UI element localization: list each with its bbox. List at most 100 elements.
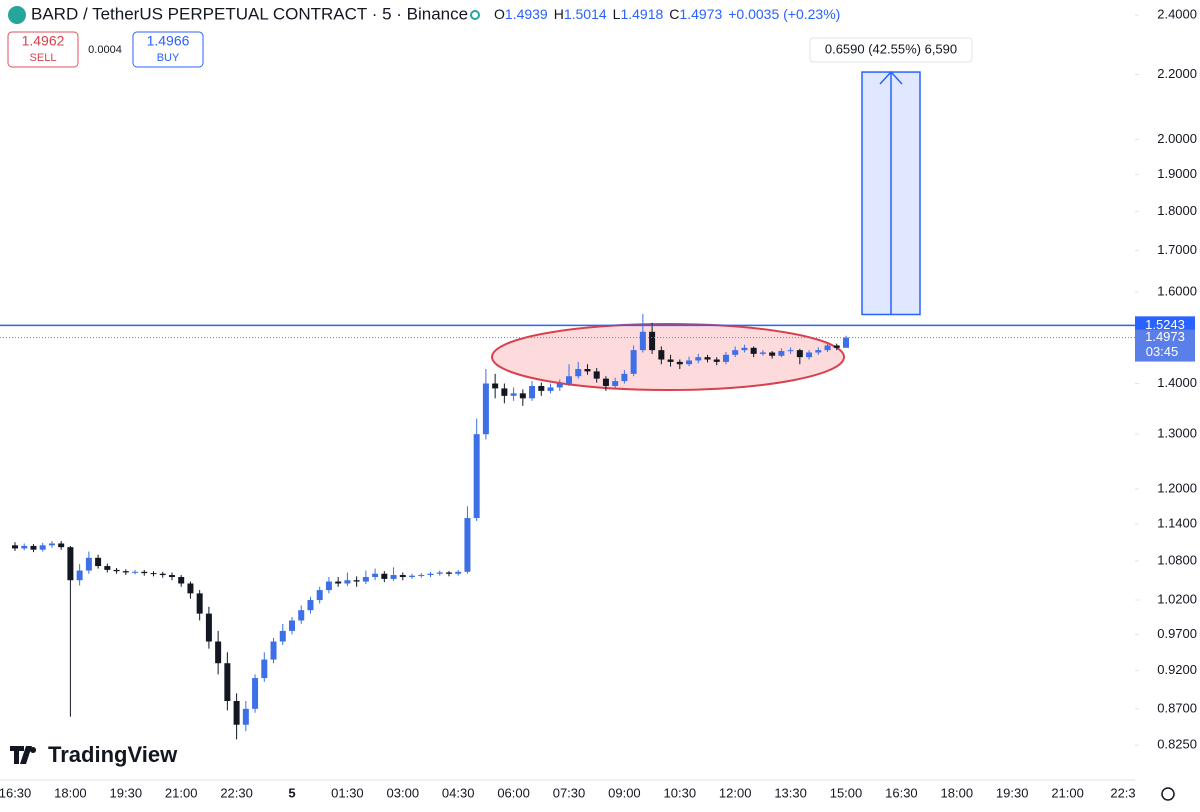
x-tick-label: 18:00	[941, 785, 974, 800]
ohlc-value: 1.4939	[505, 6, 548, 22]
sell-label: SELL	[30, 52, 57, 64]
candle-body	[722, 354, 729, 362]
candle-body	[501, 388, 508, 396]
y-tick-label: 1.9000	[1157, 166, 1197, 181]
candle-body	[676, 361, 683, 365]
y-tick-label: 1.2000	[1157, 480, 1197, 495]
candle-body	[289, 620, 295, 631]
candle-body	[436, 572, 443, 574]
candle-body	[381, 573, 388, 579]
y-tick-label: 1.7000	[1157, 242, 1197, 257]
candle-body	[732, 350, 739, 355]
candle-body	[122, 571, 129, 573]
candle-body	[824, 345, 831, 351]
x-tick-label: 22:3	[1110, 785, 1135, 800]
candle-body	[529, 385, 536, 399]
candle-body	[473, 434, 480, 519]
candle-body	[252, 678, 259, 709]
candle-body	[242, 708, 249, 725]
y-tick-label: 1.1400	[1157, 515, 1197, 530]
y-tick-label: 0.8250	[1157, 737, 1197, 752]
candle-body	[261, 659, 268, 679]
x-tick-label: 5	[288, 785, 295, 800]
candle-body	[612, 381, 619, 386]
candle-body	[519, 393, 526, 399]
ohlc-value: 1.5014	[564, 6, 607, 22]
candle-body	[141, 571, 148, 574]
x-tick-label: 04:30	[442, 785, 475, 800]
countdown: 03:45	[1146, 344, 1179, 359]
buy-button[interactable]	[132, 31, 204, 68]
candle-body	[566, 376, 572, 384]
candle-body	[325, 581, 332, 591]
y-tick-label: 2.0000	[1157, 131, 1197, 146]
y-tick-label: 1.3000	[1157, 426, 1197, 441]
ohlc-legend: O1.4939 H1.5014 L1.4918 C1.4973 +0.0035 (+0.…	[494, 6, 840, 22]
candle-body	[279, 630, 286, 642]
x-tick-label: 19:30	[996, 785, 1029, 800]
candle-body	[482, 383, 489, 435]
ohlc-key: O	[494, 6, 505, 22]
candle-body	[510, 393, 517, 396]
ohlc-key: H	[554, 6, 564, 22]
measure-arrowhead	[879, 70, 903, 85]
candle-body	[806, 352, 813, 358]
y-tick-label: 0.8700	[1157, 700, 1197, 715]
candle-body	[168, 575, 175, 577]
x-tick-label: 18:00	[54, 785, 87, 800]
candle-body	[58, 543, 65, 548]
candle-body	[187, 583, 194, 594]
last-price-label: 1.4973	[1145, 329, 1185, 344]
candle-body	[21, 545, 28, 549]
candle-body	[205, 613, 212, 642]
candle-body	[344, 580, 351, 584]
hline-label: 1.5243	[1145, 317, 1185, 332]
x-tick-label: 21:00	[165, 785, 198, 800]
ellipse-drawing[interactable]	[491, 323, 845, 391]
x-tick-label: 16:30	[885, 785, 918, 800]
candle-body	[104, 566, 111, 570]
ohlc-value: 1.4973	[679, 6, 722, 22]
candle-body	[76, 570, 83, 581]
candle-body	[335, 581, 342, 584]
symbol-icon	[8, 6, 26, 24]
x-tick-label: 15:00	[830, 785, 863, 800]
x-tick-label: 09:00	[608, 785, 641, 800]
buy-label: BUY	[157, 52, 180, 64]
candle-body	[390, 575, 397, 579]
candle-body	[30, 545, 37, 550]
x-tick-label: 06:00	[497, 785, 530, 800]
candle-body	[445, 572, 452, 574]
candle-body	[492, 383, 499, 389]
measure-label-box	[809, 37, 973, 63]
candle-body	[159, 573, 166, 576]
candle-body	[427, 573, 434, 576]
candle-body	[556, 383, 563, 388]
candle-body	[630, 350, 637, 374]
candle-body	[686, 360, 693, 365]
candle-body	[464, 518, 471, 572]
x-tick-label: 21:00	[1051, 785, 1084, 800]
candle-body	[298, 610, 305, 621]
candle-body	[270, 641, 277, 660]
candle-body	[778, 351, 785, 356]
x-tick-label: 03:00	[387, 785, 420, 800]
candle-body	[418, 575, 425, 577]
candle-body	[713, 359, 720, 362]
settings-icon[interactable]	[1161, 787, 1175, 801]
last-price-box	[1135, 329, 1195, 362]
candle-body	[649, 331, 656, 351]
candle-body	[178, 576, 185, 584]
y-tick-label: 1.8000	[1157, 203, 1197, 218]
candle-body	[759, 352, 766, 354]
symbol-title[interactable]: BARD / TetherUS PERPETUAL CONTRACT · 5 ·…	[31, 4, 468, 23]
candle-body	[12, 545, 18, 549]
sell-button[interactable]	[7, 31, 79, 68]
x-tick-label: 07:30	[553, 785, 586, 800]
status-dot	[470, 10, 480, 20]
x-tick-label: 19:30	[110, 785, 143, 800]
candle-body	[196, 593, 203, 614]
candle-body	[769, 352, 776, 356]
y-tick-label: 1.0200	[1157, 591, 1197, 606]
